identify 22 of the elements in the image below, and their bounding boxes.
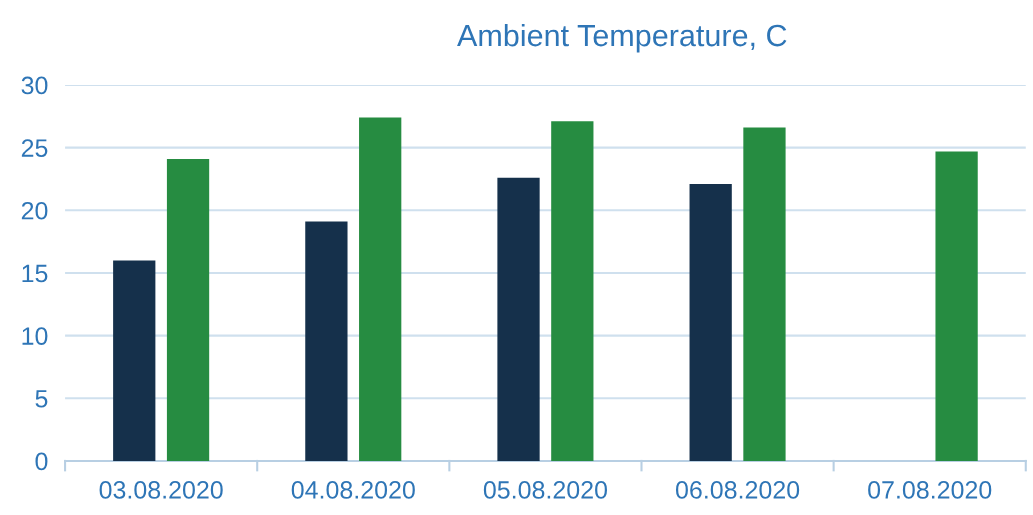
y-tick-label: 5 xyxy=(35,390,48,408)
x-tick-label: 03.08.2020 xyxy=(99,481,223,499)
x-tick-label: 04.08.2020 xyxy=(291,481,415,499)
x-tick-label: 05.08.2020 xyxy=(483,481,608,499)
bar xyxy=(359,117,402,461)
x-tick-label: 07.08.2020 xyxy=(868,481,992,499)
bar xyxy=(305,221,348,461)
bar xyxy=(113,260,156,461)
y-tick-label: 30 xyxy=(21,76,48,95)
y-tick-label: 10 xyxy=(22,327,48,345)
y-tick-label: 25 xyxy=(21,139,48,157)
chart-title: Ambient Temperature, C xyxy=(457,23,787,53)
bar xyxy=(743,127,786,461)
y-tick-label: 15 xyxy=(22,264,48,283)
y-tick-label: 0 xyxy=(35,452,48,471)
bar xyxy=(166,158,210,461)
bar xyxy=(935,151,978,461)
bar xyxy=(551,121,594,461)
x-tick-label: 06.08.2020 xyxy=(675,481,800,499)
bar xyxy=(689,183,732,461)
y-tick-label: 20 xyxy=(21,201,48,220)
bar xyxy=(497,177,540,461)
